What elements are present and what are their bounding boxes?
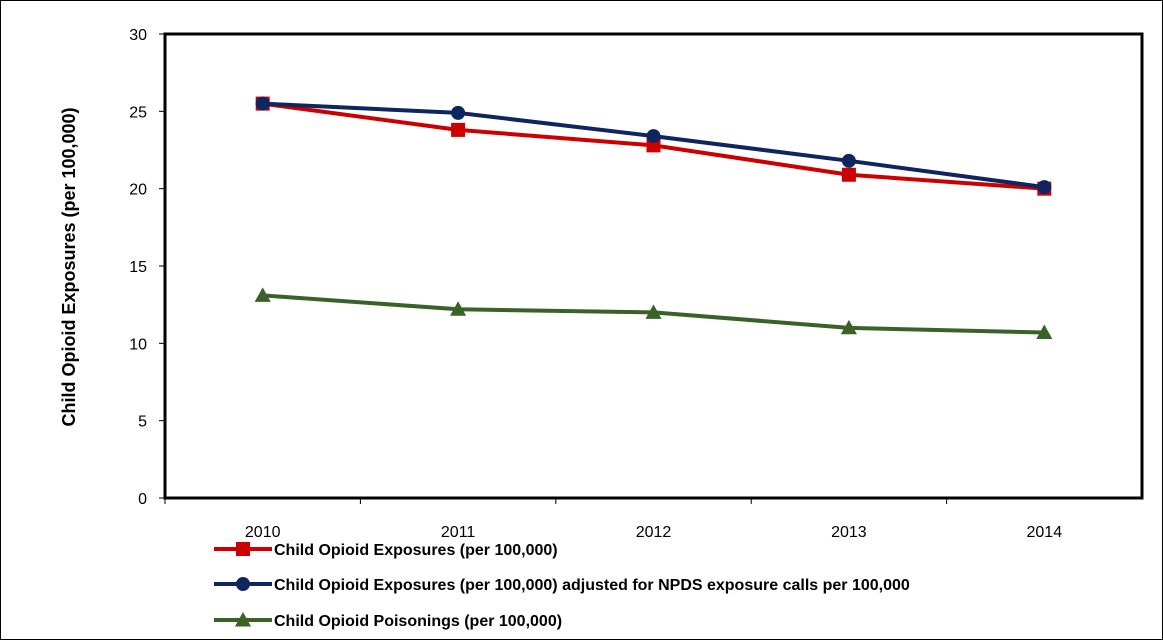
series-circle <box>255 96 1052 195</box>
legend-marker <box>234 611 252 627</box>
plot-border <box>163 32 1144 500</box>
y-tick-label: 15 <box>129 259 147 276</box>
data-point <box>450 301 467 316</box>
data-point <box>1036 324 1053 339</box>
y-tick-label: 25 <box>129 104 147 121</box>
data-point <box>254 287 271 302</box>
x-tick-label: 2013 <box>831 524 867 541</box>
data-point <box>840 319 857 335</box>
data-point <box>841 153 856 168</box>
legend-item: Child Opioid Poisonings (per 100,000) <box>214 611 562 630</box>
legend-marker <box>236 577 250 591</box>
legend-label: Child Opioid Exposures (per 100,000) adj… <box>274 577 910 594</box>
y-tick-label: 5 <box>138 414 147 431</box>
data-point <box>451 105 466 120</box>
x-tick-label: 2010 <box>245 524 281 541</box>
x-tick-label: 2011 <box>441 524 476 541</box>
series-triangle <box>254 287 1053 339</box>
plot-area <box>163 32 1144 500</box>
y-tick-label: 20 <box>129 182 147 199</box>
y-axis-label: Child Opioid Exposures (per 100,000) <box>59 107 79 426</box>
y-axis-ticks: 0 5 10 15 20 25 30 <box>129 27 165 508</box>
data-point <box>1037 180 1052 195</box>
y-tick-label: 10 <box>129 336 147 353</box>
data-point <box>451 122 466 137</box>
x-tick-label: 2012 <box>636 524 672 541</box>
legend-item: Child Opioid Exposures (per 100,000) <box>214 542 558 559</box>
legend: Child Opioid Exposures (per 100,000) Chil… <box>214 542 910 630</box>
y-tick-label: 30 <box>129 27 147 44</box>
legend-label: Child Opioid Exposures (per 100,000) <box>274 542 558 559</box>
data-point <box>841 167 856 182</box>
data-point <box>645 304 662 319</box>
legend-marker <box>236 542 250 556</box>
x-tick-label: 2014 <box>1027 524 1063 541</box>
series-layer <box>254 96 1053 339</box>
series-square <box>255 96 1052 196</box>
data-point <box>255 96 270 111</box>
x-axis-ticks: 2010 2011 2012 2013 2014 <box>164 498 1063 541</box>
y-tick-label: 0 <box>138 491 147 508</box>
data-point <box>646 129 661 144</box>
legend-label: Child Opioid Poisonings (per 100,000) <box>274 613 562 630</box>
legend-item: Child Opioid Exposures (per 100,000) adj… <box>214 577 910 594</box>
